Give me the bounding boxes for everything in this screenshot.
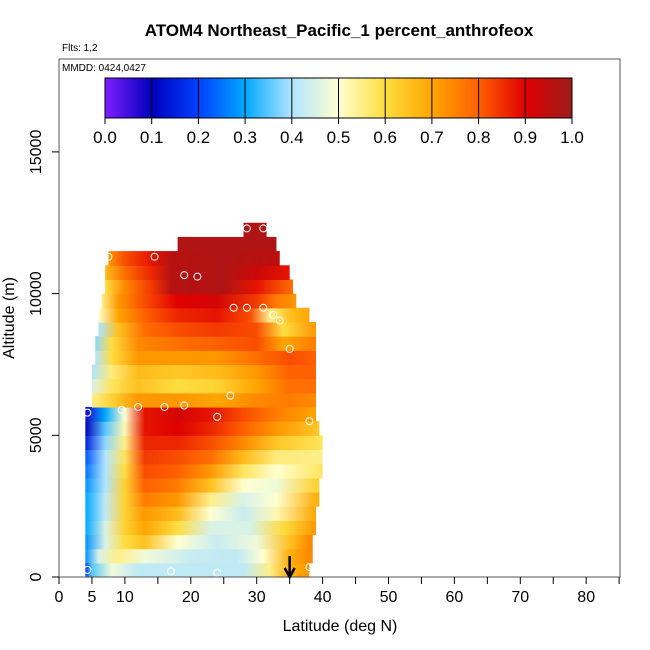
chart-title: ATOM4 Northeast_Pacific_1 percent_anthro… [145, 21, 534, 40]
colorbar-tick-label: 0.9 [513, 128, 537, 147]
y-axis: 0 5000 10000 15000 [28, 130, 59, 581]
y-tick-label: 0 [28, 572, 45, 581]
x-tick-label: 10 [116, 589, 134, 606]
colorbar-tick-label: 0.0 [93, 128, 117, 147]
sample-point [229, 303, 238, 312]
heatmap-row [85, 548, 313, 564]
colorbar-tick-label: 0.5 [327, 128, 351, 147]
heatmap-row [95, 350, 317, 366]
sample-point [104, 252, 113, 261]
sample-point [226, 391, 235, 400]
sample-point [275, 316, 284, 325]
heatmap-row [108, 251, 280, 266]
date-label: MMDD: 0424,0427 [62, 63, 146, 74]
colorbar-ticks: 0.0 0.1 0.2 0.3 0.4 0.5 0.6 0.7 0.8 0.9 1.0 [93, 78, 584, 147]
sample-point [117, 405, 126, 414]
heatmap-row [85, 491, 320, 507]
sample-point [160, 402, 169, 411]
colorbar-tick-label: 0.3 [233, 128, 257, 147]
sample-point [193, 272, 202, 281]
y-axis-title: Altitude (m) [1, 277, 18, 359]
colorbar-tick-label: 0.2 [187, 128, 211, 147]
heatmap-layer [85, 222, 323, 578]
heatmap-row [98, 307, 310, 323]
colorbar-tick-label: 0.6 [373, 128, 397, 147]
colorbar-tick-label: 1.0 [560, 128, 584, 147]
heatmap-row [101, 293, 297, 309]
sample-point [269, 310, 278, 319]
sample-point [305, 417, 314, 426]
x-tick-label: 40 [314, 589, 332, 606]
heatmap-row [177, 236, 277, 252]
x-axis: 0 5 10 20 30 40 50 60 70 80 [55, 577, 620, 606]
colorbar-tick-label: 0.1 [140, 128, 164, 147]
heatmap-row [105, 279, 293, 295]
sample-point [213, 412, 222, 421]
colorbar-tick-label: 0.8 [467, 128, 491, 147]
heatmap-row [243, 222, 267, 238]
heatmap-row [85, 477, 320, 493]
sample-point [242, 224, 251, 233]
sample-point [259, 224, 268, 233]
sample-point [83, 408, 92, 417]
sample-point [134, 402, 143, 411]
sample-point [180, 401, 189, 410]
x-tick-label: 5 [87, 589, 96, 606]
sample-point [83, 565, 92, 574]
sample-point [213, 568, 222, 577]
sample-points [83, 224, 314, 577]
sample-point [285, 344, 294, 353]
x-tick-label: 70 [511, 589, 529, 606]
y-tick-label: 15000 [28, 130, 45, 175]
plot-frame [58, 58, 621, 578]
heatmap-row [85, 421, 320, 436]
heatmap-row [91, 364, 317, 380]
x-tick-label: 20 [182, 589, 200, 606]
latitude-marker-arrow [283, 556, 296, 580]
colorbar-tick-label: 0.4 [280, 128, 304, 147]
sample-point [180, 271, 189, 280]
sample-point [305, 563, 314, 572]
heatmap-row [91, 392, 317, 408]
x-tick-label: 0 [55, 589, 64, 606]
heatmap-row [91, 378, 317, 394]
y-tick-label: 5000 [28, 417, 45, 453]
heatmap-row [85, 562, 310, 578]
heatmap-row [85, 463, 323, 479]
x-axis-title: Latitude (deg N) [283, 618, 398, 635]
x-tick-label: 30 [248, 589, 266, 606]
heatmap-row [85, 534, 313, 550]
x-tick-label: 50 [380, 589, 398, 606]
sample-point [150, 252, 159, 261]
marker-head [283, 567, 296, 580]
x-tick-label: 80 [577, 589, 595, 606]
heatmap-row [85, 406, 317, 422]
heatmap-row [98, 321, 317, 337]
heatmap-row [85, 520, 317, 536]
heatmap-row [95, 336, 317, 351]
sample-point [167, 567, 176, 576]
heatmap-row [85, 506, 317, 521]
heatmap-row [85, 449, 323, 465]
sample-point [242, 303, 251, 312]
sample-point [259, 303, 268, 312]
x-tick-label: 60 [446, 589, 464, 606]
y-tick-label: 10000 [28, 271, 45, 316]
flights-label: Flts: 1,2 [62, 43, 98, 54]
colorbar-tick-label: 0.7 [420, 128, 444, 147]
heatmap-row [85, 435, 323, 451]
colorbar: 0.0 0.1 0.2 0.3 0.4 0.5 0.6 0.7 0.8 0.9 1.0 [93, 77, 584, 147]
